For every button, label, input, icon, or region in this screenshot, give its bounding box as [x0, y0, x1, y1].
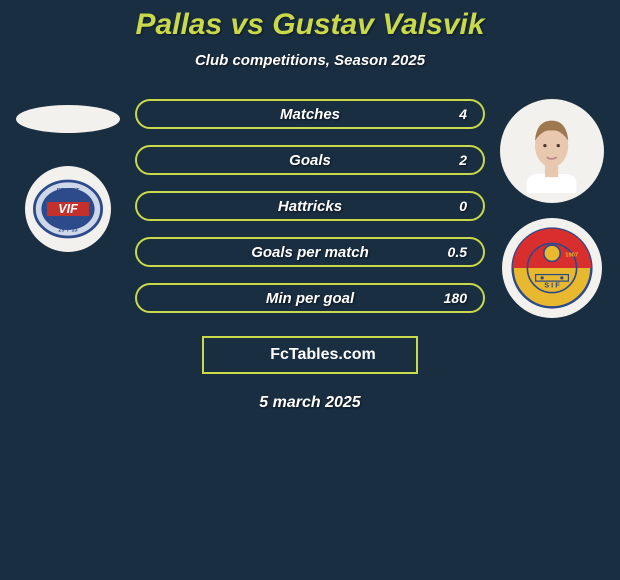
stat-right-value: 2 [459, 152, 467, 168]
club-badge-right: S I F 1907 [502, 218, 602, 318]
chart-icon [244, 346, 264, 364]
player-placeholder-left [16, 105, 120, 133]
svg-text:STIFTET: STIFTET [57, 188, 80, 194]
title: Pallas vs Gustav Valsvik [0, 8, 620, 42]
left-column: VIF STIFTET 29·7·13 [13, 99, 123, 252]
stat-right-value: 4 [459, 106, 467, 122]
vif-badge-icon: VIF STIFTET 29·7·13 [33, 174, 103, 244]
svg-text:29·7·13: 29·7·13 [58, 227, 77, 233]
card-container: Pallas vs Gustav Valsvik Club competitio… [0, 0, 620, 412]
stat-label: Hattricks [278, 198, 342, 215]
main-row: VIF STIFTET 29·7·13 Matches 4 Goals 2 Ha… [0, 99, 620, 318]
stat-right-value: 180 [444, 290, 467, 306]
brand-box: FcTables.com [202, 336, 418, 374]
player-photo-right [500, 99, 604, 203]
brand-text: FcTables.com [270, 346, 376, 364]
right-column: S I F 1907 [497, 99, 607, 318]
stat-right-value: 0 [459, 198, 467, 214]
stat-row-min-per-goal: Min per goal 180 [135, 283, 485, 313]
stat-label: Min per goal [266, 290, 354, 307]
date: 5 march 2025 [0, 394, 620, 412]
subtitle: Club competitions, Season 2025 [0, 52, 620, 69]
player-face-icon [510, 109, 593, 192]
stats-column: Matches 4 Goals 2 Hattricks 0 Goals per … [135, 99, 485, 313]
stat-row-goals: Goals 2 [135, 145, 485, 175]
stat-row-matches: Matches 4 [135, 99, 485, 129]
stat-label: Matches [280, 106, 340, 123]
stat-label: Goals [289, 152, 331, 169]
svg-text:1907: 1907 [565, 253, 578, 259]
stat-label: Goals per match [251, 244, 369, 261]
stat-row-goals-per-match: Goals per match 0.5 [135, 237, 485, 267]
stat-row-hattricks: Hattricks 0 [135, 191, 485, 221]
svg-text:VIF: VIF [58, 202, 78, 216]
stat-right-value: 0.5 [448, 244, 467, 260]
club-badge-left: VIF STIFTET 29·7·13 [25, 166, 111, 252]
sif-badge-icon: S I F 1907 [511, 227, 593, 309]
svg-text:S I F: S I F [544, 281, 560, 290]
